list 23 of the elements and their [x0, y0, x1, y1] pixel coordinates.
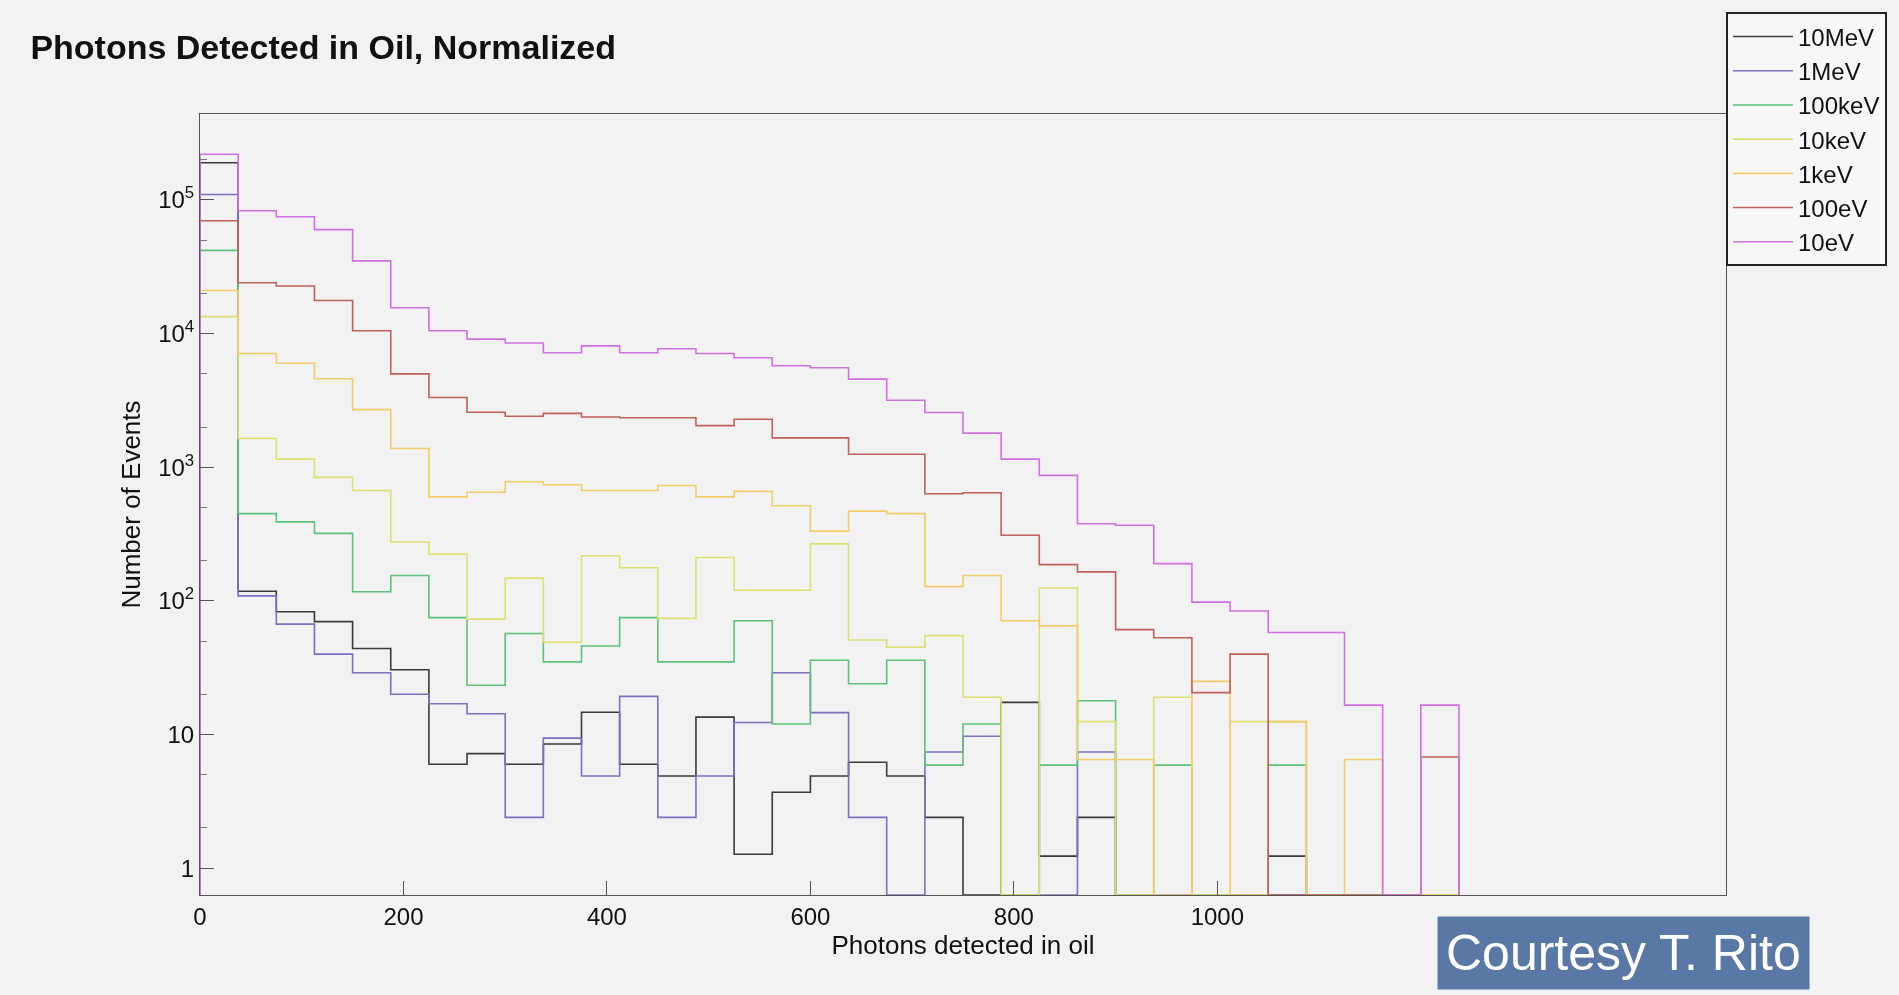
legend-label: 100keV [1798, 92, 1880, 120]
x-tick-label: 400 [586, 902, 627, 930]
legend-label: 1keV [1798, 160, 1853, 188]
y-tick-label: 10 [167, 720, 195, 748]
y-tick-label: 10$^{2}$ [158, 584, 195, 615]
legend-label: 10keV [1798, 126, 1867, 154]
y-tick-label: 1 [180, 854, 195, 882]
x-tick-label: 800 [993, 902, 1034, 930]
legend-label: 1MeV [1798, 58, 1861, 86]
x-tick-label: 1000 [1190, 902, 1245, 930]
legend-label: 10eV [1798, 229, 1855, 257]
y-tick-label: 10$^{5}$ [158, 183, 195, 214]
x-tick-label: 200 [383, 902, 424, 930]
x-axis-title: Photons detected in oil [831, 929, 1095, 960]
y-axis-title: Number of Events [115, 400, 146, 609]
legend-label: 100eV [1798, 194, 1868, 222]
text: Courtesy T. Rito [1446, 925, 1801, 981]
y-tick-label: 10$^{3}$ [158, 450, 195, 481]
x-tick-label: 0 [193, 902, 207, 930]
legend-label: 10MeV [1798, 23, 1875, 51]
x-tick-label: 600 [790, 902, 831, 930]
y-tick-label: 10$^{4}$ [158, 316, 195, 348]
chart-title: Photons Detected in Oil, Normalized [30, 27, 617, 66]
